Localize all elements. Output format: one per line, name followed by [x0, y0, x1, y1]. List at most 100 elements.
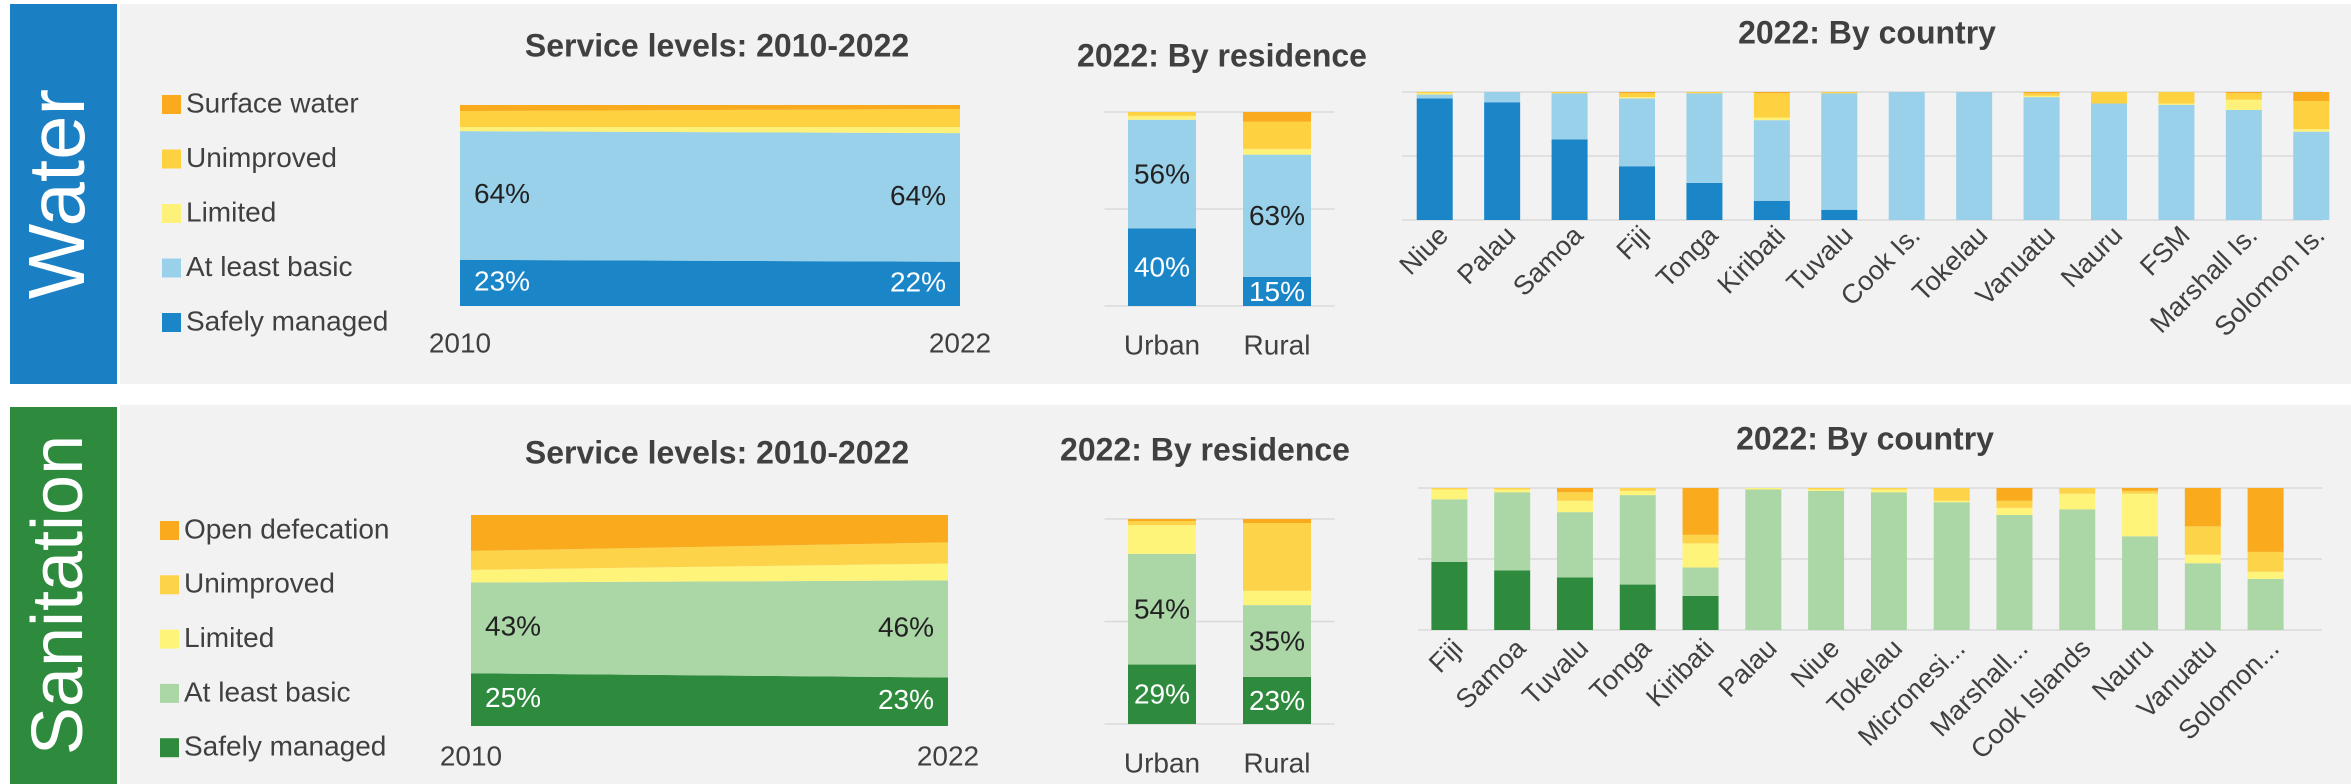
bar-segment [1431, 499, 1468, 562]
data-label: 15% [1249, 276, 1305, 307]
bar-segment [1808, 488, 1845, 490]
bar-segment [2158, 103, 2195, 105]
legend-swatch [160, 738, 179, 758]
bar-segment [1416, 94, 1453, 99]
bar-segment [2247, 488, 2284, 552]
bar-segment [1682, 595, 1719, 630]
bar-segment [1494, 570, 1531, 630]
bar-segment [1243, 676, 1311, 724]
bar-segment [1996, 488, 2033, 501]
legend-label: Open defecation [184, 513, 390, 544]
chart-title: Service levels: 2010-2022 [525, 27, 909, 63]
legend-label: Unimproved [184, 568, 335, 599]
area [471, 580, 948, 678]
bar-segment [1686, 92, 1723, 94]
bar-segment [1619, 92, 1655, 94]
bar-segment [1494, 492, 1531, 571]
data-label: 23% [878, 684, 934, 715]
bar-segment [1996, 500, 2033, 508]
legend-label: Safely managed [186, 305, 388, 336]
data-label: 25% [485, 682, 541, 713]
section-label: Sanitation [18, 435, 98, 755]
bar-segment [2247, 571, 2284, 579]
bar-segment [2184, 488, 2221, 527]
bar-segment [2247, 578, 2284, 630]
bar-segment [1956, 92, 1993, 220]
chart-title: Service levels: 2010-2022 [525, 434, 909, 470]
bar-segment [1808, 490, 1845, 630]
legend-swatch [162, 258, 181, 278]
bar-segment [1821, 209, 1858, 220]
data-label: 63% [1249, 200, 1305, 231]
bar-segment [1619, 490, 1656, 496]
bar-segment [1745, 489, 1782, 630]
bar-segment [2225, 99, 2262, 110]
water-side-band [10, 4, 117, 384]
area [471, 542, 948, 570]
bar-segment [1870, 489, 1907, 493]
bar-segment [2293, 92, 2330, 101]
legend-label: Unimproved [186, 142, 337, 173]
bar-segment [1682, 488, 1719, 535]
data-label: 23% [474, 265, 530, 296]
bar-segment [1682, 534, 1719, 544]
bar-segment [1888, 92, 1925, 220]
bar-segment [2023, 93, 2060, 96]
bar-segment [1556, 512, 1593, 578]
bar-segment [1551, 93, 1588, 140]
legend-swatch [162, 313, 181, 332]
legend-label: At least basic [184, 676, 351, 707]
bar-segment [1416, 92, 1453, 94]
legend-swatch [160, 683, 179, 703]
bar-segment [1243, 112, 1311, 122]
area [460, 109, 960, 128]
bar-segment [1996, 514, 2033, 630]
bar-segment [2293, 131, 2330, 220]
bar-segment [1243, 590, 1311, 606]
bar-segment [2184, 554, 2221, 564]
bar-segment [1619, 584, 1656, 630]
data-label: 64% [890, 180, 946, 211]
bar-segment [2158, 104, 2195, 220]
bar-segment [1128, 664, 1196, 724]
bar-segment [1431, 488, 1468, 490]
legend-swatch [160, 575, 179, 595]
x-tick-label: 2022 [917, 740, 979, 771]
bar-segment [1243, 148, 1311, 155]
x-tick-label: 2022 [929, 327, 991, 358]
bar-segment [2225, 93, 2262, 100]
bar-segment [1128, 119, 1196, 229]
bar-segment [1933, 500, 1970, 503]
x-tick-label: 2010 [440, 740, 502, 771]
bar-segment [1745, 488, 1782, 490]
bar-segment [1128, 228, 1196, 306]
bar-segment [2059, 509, 2096, 630]
bar-segment [2059, 493, 2096, 510]
legend-label: Surface water [186, 87, 359, 118]
bar-segment [1431, 489, 1468, 500]
bar-segment [1682, 567, 1719, 596]
bar-segment [1753, 120, 1790, 201]
bar-segment [1551, 92, 1588, 94]
data-label: 46% [878, 611, 934, 642]
bar-segment [1243, 605, 1311, 677]
bar-segment [1128, 115, 1196, 120]
bar-segment [1619, 488, 1656, 491]
bar-segment [2158, 92, 2195, 104]
x-tick-label: Urban [1124, 747, 1200, 778]
data-label: 43% [485, 610, 541, 641]
bar-segment [2293, 100, 2330, 130]
bar-segment [1243, 519, 1311, 524]
bar-segment [1128, 525, 1196, 554]
bar-segment [2122, 490, 2159, 494]
bar-segment [2225, 109, 2262, 220]
chart-title: 2022: By country [1736, 420, 1994, 456]
area [471, 673, 948, 726]
area [460, 131, 960, 262]
area [460, 105, 960, 112]
area [460, 127, 960, 134]
bar-segment [1619, 98, 1655, 167]
bar-segment [1682, 543, 1719, 568]
bar-segment [1243, 276, 1311, 306]
data-label: 29% [1134, 679, 1190, 710]
